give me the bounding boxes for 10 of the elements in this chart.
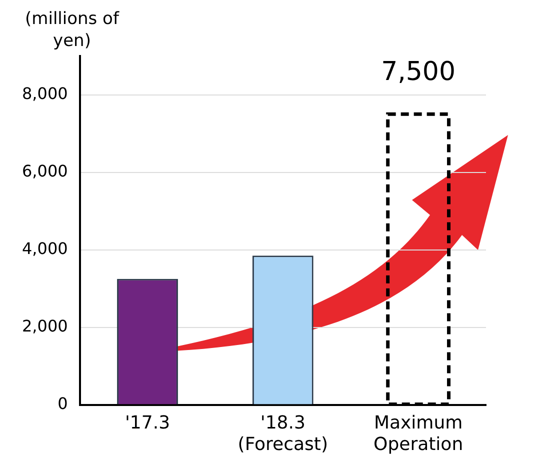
x-tick-label: '18.3 (Forecast)	[238, 412, 328, 455]
y-tick-label: 0	[58, 394, 68, 413]
y-tick-label: 6,000	[22, 161, 68, 180]
y-tick-label: 8,000	[22, 84, 68, 103]
x-tick-label: Maximum Operation	[374, 412, 464, 455]
y-tick-label: 4,000	[22, 238, 68, 258]
y-tick-label: 2,000	[22, 316, 68, 336]
x-tick-label: '17.3	[124, 412, 170, 434]
text: 7,500	[381, 56, 456, 87]
y-axis-title: (millions of yen)	[24, 8, 120, 52]
